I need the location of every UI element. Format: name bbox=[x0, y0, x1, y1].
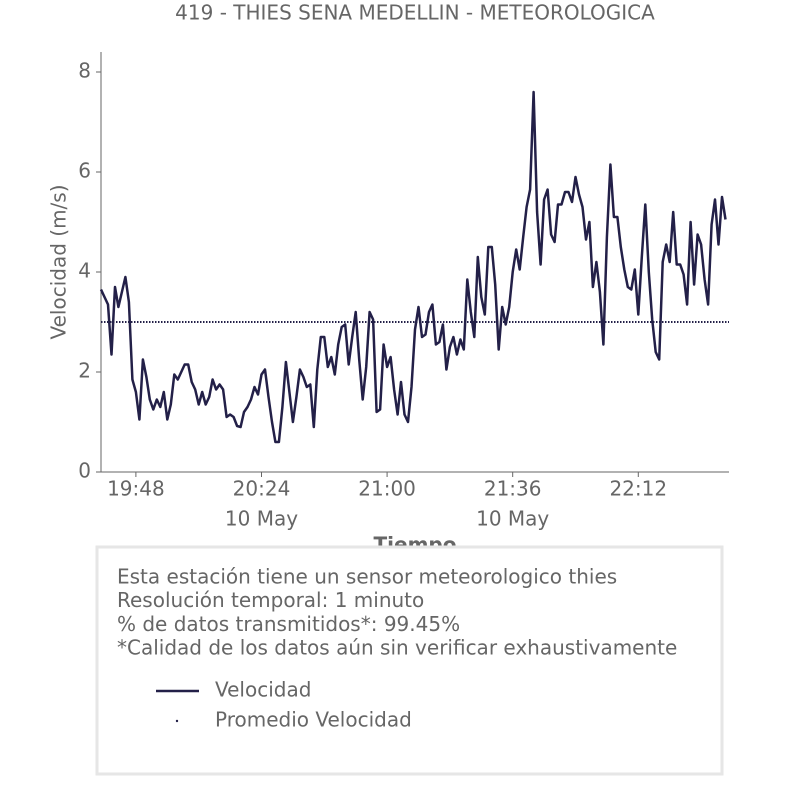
legend-dot bbox=[175, 719, 179, 723]
x-tick-label: 21:00 bbox=[358, 477, 416, 501]
note-line: Resolución temporal: 1 minuto bbox=[117, 588, 424, 612]
y-tick-label: 6 bbox=[78, 159, 91, 183]
legend-label: Velocidad bbox=[215, 678, 311, 702]
legend-label: Promedio Velocidad bbox=[215, 708, 412, 732]
y-axis-label: Velocidad (m/s) bbox=[47, 184, 71, 339]
note-line: Esta estación tiene un sensor meteorolog… bbox=[117, 565, 617, 589]
data-line bbox=[99, 90, 727, 444]
x-tick-label: 19:48 bbox=[107, 477, 165, 501]
chart-title: 419 - THIES SENA MEDELLIN - METEOROLOGIC… bbox=[175, 1, 655, 25]
x-tick-label: 21:36 bbox=[484, 477, 542, 501]
y-tick-label: 8 bbox=[78, 59, 91, 83]
x-tick-date: 10 May bbox=[476, 507, 549, 531]
x-tick-label: 22:12 bbox=[609, 477, 667, 501]
y-tick-label: 0 bbox=[78, 459, 91, 483]
y-tick-label: 4 bbox=[78, 259, 91, 283]
info-box bbox=[95, 545, 724, 776]
x-tick-label: 20:24 bbox=[233, 477, 291, 501]
note-line: *Calidad de los datos aún sin verificar … bbox=[117, 636, 677, 660]
note-line: % de datos transmitidos*: 99.45% bbox=[117, 612, 460, 636]
x-tick-date: 10 May bbox=[225, 507, 298, 531]
y-tick-label: 2 bbox=[78, 359, 91, 383]
